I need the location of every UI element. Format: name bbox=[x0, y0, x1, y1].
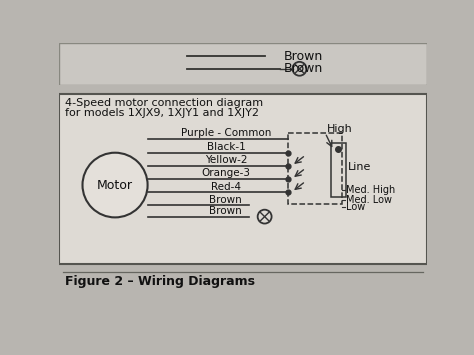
Bar bbox=[59, 85, 427, 94]
Bar bbox=[59, 43, 427, 85]
Text: Low: Low bbox=[346, 202, 365, 212]
Circle shape bbox=[82, 153, 147, 217]
Text: Motor: Motor bbox=[97, 179, 133, 192]
Text: Red-4: Red-4 bbox=[211, 182, 241, 192]
Text: 4-Speed motor connection diagram: 4-Speed motor connection diagram bbox=[65, 98, 264, 108]
Text: Brown: Brown bbox=[210, 195, 242, 205]
Text: Brown: Brown bbox=[210, 206, 242, 216]
Text: Figure 2 – Wiring Diagrams: Figure 2 – Wiring Diagrams bbox=[65, 275, 255, 288]
Bar bbox=[330, 143, 346, 197]
Text: Med. Low: Med. Low bbox=[346, 195, 392, 205]
Text: Yellow-2: Yellow-2 bbox=[205, 155, 247, 165]
Text: Brown: Brown bbox=[284, 50, 323, 63]
Text: Line: Line bbox=[347, 162, 371, 172]
Text: Med. High: Med. High bbox=[346, 185, 395, 196]
Bar bbox=[288, 133, 342, 204]
Text: Brown: Brown bbox=[284, 62, 323, 75]
Text: High: High bbox=[327, 124, 352, 134]
Text: Black-1: Black-1 bbox=[207, 142, 245, 152]
Text: Purple - Common: Purple - Common bbox=[181, 129, 271, 138]
Text: for models 1XJX9, 1XJY1 and 1XJY2: for models 1XJX9, 1XJY1 and 1XJY2 bbox=[65, 108, 259, 118]
Bar bbox=[59, 94, 427, 264]
Text: Orange-3: Orange-3 bbox=[201, 169, 250, 179]
